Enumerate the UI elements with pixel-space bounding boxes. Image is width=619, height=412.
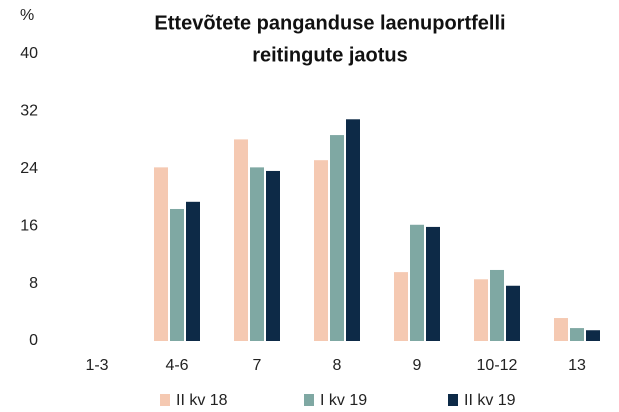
bar (490, 269, 504, 341)
bar (474, 279, 488, 341)
x-tick-label: 10-12 (477, 357, 518, 374)
bar (394, 272, 408, 341)
y-tick-label: 32 (20, 103, 38, 120)
y-tick-label: 16 (20, 217, 38, 234)
bar (570, 328, 584, 341)
x-tick-label: 13 (568, 357, 586, 374)
y-unit: % (20, 7, 34, 24)
bar (234, 139, 248, 341)
bar (154, 167, 168, 341)
bar (250, 167, 264, 341)
bar (554, 318, 568, 341)
x-tick-label: 7 (253, 357, 262, 374)
bar (346, 119, 360, 341)
bar (314, 160, 328, 341)
x-tick-label: 1-3 (85, 357, 108, 374)
y-tick-label: 8 (29, 275, 38, 292)
x-tick-label: 4-6 (165, 357, 188, 374)
legend-swatch (160, 394, 170, 406)
bar (506, 285, 520, 341)
bar (586, 330, 600, 341)
legend-label: I kv 19 (320, 392, 367, 409)
bar (170, 208, 184, 341)
x-tick-label: 8 (333, 357, 342, 374)
bar (330, 135, 344, 341)
chart-title: reitingute jaotus (252, 44, 408, 66)
chart-title: Ettevõtete panganduse laenuportfelli (154, 12, 505, 34)
y-tick-label: 0 (29, 332, 38, 349)
bar (186, 201, 200, 341)
legend-label: II kv 18 (176, 392, 228, 409)
y-tick-label: 40 (20, 45, 38, 62)
bar (410, 224, 424, 341)
legend-label: II kv 19 (464, 392, 516, 409)
x-tick-label: 9 (413, 357, 422, 374)
bar (426, 226, 440, 341)
bar (266, 170, 280, 341)
y-tick-label: 24 (20, 160, 38, 177)
legend-swatch (304, 394, 314, 406)
legend-swatch (448, 394, 458, 406)
